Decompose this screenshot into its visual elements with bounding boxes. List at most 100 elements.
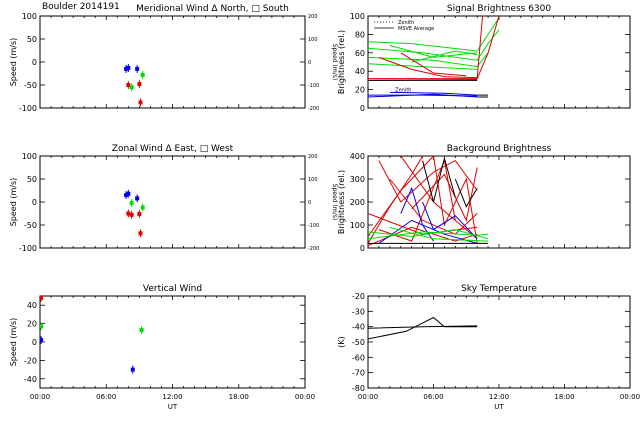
signal-ytick-label: 60 — [355, 49, 365, 58]
background-line-red-bundle — [368, 156, 424, 244]
zonal-ytick-label: 50 — [27, 175, 37, 184]
vertical-xtick-label: 12:00 — [162, 393, 182, 401]
vertical-title: Vertical Wind — [143, 284, 202, 294]
sky-ytick-label: -40 — [352, 323, 365, 332]
meridional-ylabel: Speed (m/s) — [9, 38, 18, 87]
background-title: Background Brightness — [447, 144, 552, 154]
signal-inline-label: Zenith — [395, 87, 411, 93]
background-ytick-label: 300 — [350, 175, 365, 184]
vertical-data — [40, 296, 144, 374]
signal-line-green-bundle — [389, 44, 478, 58]
meridional-ytick-label: -100 — [19, 104, 37, 113]
sky-ytick-label: -20 — [352, 292, 365, 301]
background-ytick-label: 400 — [350, 152, 365, 161]
background-line-blue-bundle — [378, 219, 478, 244]
background-line-blue-bundle — [400, 186, 434, 242]
sky-xtick-label: 12:00 — [489, 393, 509, 401]
signal-legend-entry: Zenith — [398, 20, 414, 26]
zonal-frame — [39, 155, 306, 249]
sky-ylabel: (K) — [337, 336, 346, 348]
signal-line-red-bundle — [476, 16, 484, 78]
vertical-xtick-label: 00:00 — [295, 393, 315, 401]
zonal-ytick-right-label: -200 — [308, 246, 319, 252]
meridional-ytick-label: -50 — [24, 81, 37, 90]
signal-line-red-bundle — [368, 16, 500, 80]
zonal-title: Zonal Wind Δ East, □ West — [112, 144, 234, 154]
vertical-panel — [39, 295, 306, 389]
zonal-panel — [39, 155, 306, 249]
vertical-ytick-label: -20 — [24, 356, 37, 365]
zonal-ytick-label: -100 — [19, 244, 37, 253]
background-line-red-bundle — [411, 167, 478, 222]
signal-panel — [367, 15, 631, 109]
background-line-black — [454, 178, 478, 208]
meridional-panel — [39, 15, 306, 109]
background-ytick-label: 200 — [350, 198, 365, 207]
zonal-ytick-label: 0 — [32, 198, 37, 207]
vertical-xtick-label: 06:00 — [96, 393, 116, 401]
background-line-red-bundle — [368, 156, 434, 237]
sky-data — [368, 316, 478, 340]
signal-title: Signal Brightness 6300 — [447, 4, 551, 14]
zonal-data — [124, 189, 145, 238]
background-ytick-label: 0 — [360, 244, 365, 253]
signal-ylabel: Brightness (rel.) — [337, 30, 346, 94]
vertical-xtick-label: 00:00 — [30, 393, 50, 401]
signal-ytick-label: 40 — [355, 67, 365, 76]
vertical-ylabel: Speed (m/s) — [9, 318, 18, 367]
vertical-xlabel: UT — [168, 403, 178, 411]
sky-xtick-label: 06:00 — [423, 393, 443, 401]
background-line-green-bundle — [368, 229, 489, 240]
zonal-ytick-right-label: 100 — [308, 177, 318, 183]
sky-panel — [367, 295, 631, 389]
signal-legend-entry: MSVE Average — [398, 26, 434, 32]
signal-data — [368, 16, 500, 98]
vertical-xtick-label: 18:00 — [229, 393, 249, 401]
background-line-green-bundle — [389, 226, 489, 242]
signal-line-red-bundle — [378, 56, 478, 79]
signal-line-blue-bundle — [389, 91, 478, 96]
background-line-red-bundle — [433, 156, 478, 244]
sky-xtick-label: 00:00 — [358, 393, 378, 401]
sky-xlabel: UT — [494, 403, 504, 411]
signal-ytick-label: 0 — [360, 104, 365, 113]
vertical-ytick-label: -40 — [24, 375, 37, 384]
vertical-ytick-label: 20 — [27, 320, 37, 329]
sky-ytick-label: -60 — [352, 353, 365, 362]
zonal-ytick-right-label: -100 — [308, 223, 319, 229]
figure-header: Boulder 2014191 — [42, 2, 120, 12]
meridional-ylabel-right: Speed (m/s) — [331, 44, 338, 80]
signal-ytick-label: 80 — [355, 30, 365, 39]
signal-line-red-bundle — [400, 52, 467, 77]
background-line-green-bundle — [368, 231, 489, 240]
meridional-ytick-label: 50 — [27, 35, 37, 44]
zonal-ytick-right-label: 0 — [308, 200, 311, 206]
zonal-ylabel-right: Speed (m/s) — [331, 184, 338, 220]
vertical-ytick-label: 40 — [27, 301, 37, 310]
signal-ytick-label: 100 — [350, 12, 365, 21]
vertical-frame — [39, 295, 306, 389]
vertical-ytick-label: 0 — [32, 338, 37, 347]
sky-ytick-label: -70 — [352, 369, 365, 378]
background-data — [368, 156, 489, 247]
zonal-ytick-right-label: 200 — [308, 154, 318, 160]
sky-frame — [367, 295, 631, 389]
meridional-ytick-label: 0 — [32, 58, 37, 67]
background-line-red-bundle — [368, 213, 478, 235]
background-line-red-bundle — [378, 159, 478, 203]
meridional-ytick-label: 100 — [22, 12, 37, 21]
sky-line-sky — [368, 325, 478, 329]
signal-line-green-bundle — [368, 52, 489, 68]
meridional-data — [124, 63, 145, 107]
background-ytick-label: 100 — [350, 221, 365, 230]
meridional-ytick-right-label: -100 — [308, 83, 319, 89]
meridional-ytick-right-label: 200 — [308, 14, 318, 20]
zonal-ytick-label: -50 — [24, 221, 37, 230]
signal-line-blue-bundle — [368, 93, 478, 98]
meridional-ytick-right-label: -200 — [308, 106, 319, 112]
background-line-red-bundle — [389, 178, 478, 235]
signal-line-green-bundle — [411, 50, 478, 63]
background-line-blue-bundle — [422, 201, 478, 240]
